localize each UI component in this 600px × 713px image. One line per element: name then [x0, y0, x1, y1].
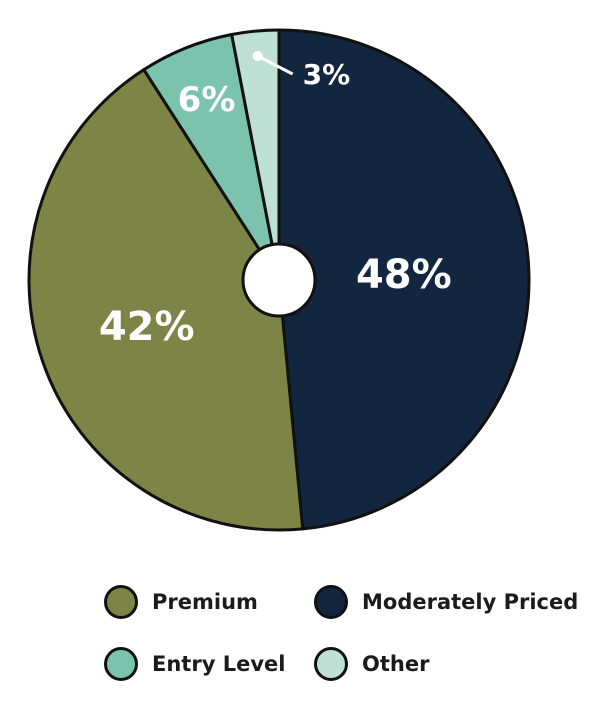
- pie-slice-moderately-priced: [277, 28, 531, 531]
- pie-slice-other: [230, 28, 281, 282]
- slice-label-moderately-priced: 48%: [356, 252, 452, 298]
- legend-swatch-entry-level: [104, 647, 138, 681]
- pie-slice-premium: [27, 68, 305, 532]
- legend-swatch-other: [314, 647, 348, 681]
- slice-label-other: 3%: [303, 58, 351, 91]
- legend-item-moderately-priced: Moderately Priced: [314, 585, 578, 619]
- center-hole: [241, 242, 317, 318]
- legend-item-premium: Premium: [104, 585, 258, 619]
- leader-dot: [252, 51, 263, 62]
- legend-label-entry-level: Entry Level: [152, 652, 286, 676]
- leader-line: [256, 54, 294, 76]
- legend-label-other: Other: [362, 652, 430, 676]
- slice-label-entry-level: 6%: [178, 80, 236, 120]
- pie-chart: 48% 42% 6% 3%: [27, 28, 531, 532]
- slice-label-premium: 42%: [99, 304, 195, 350]
- legend: Premium Moderately Priced Entry Level Ot…: [0, 570, 600, 710]
- legend-swatch-premium: [104, 585, 138, 619]
- legend-item-entry-level: Entry Level: [104, 647, 285, 681]
- legend-label-premium: Premium: [152, 590, 258, 614]
- legend-swatch-moderately-priced: [314, 585, 348, 619]
- legend-label-moderately-priced: Moderately Priced: [362, 590, 579, 614]
- legend-item-other: Other: [314, 647, 429, 681]
